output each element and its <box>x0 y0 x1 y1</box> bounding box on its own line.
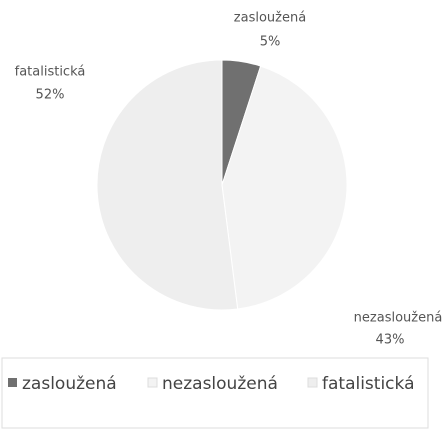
legend-swatch <box>8 378 17 387</box>
slice-label: fatalistická <box>15 65 86 80</box>
legend-swatch <box>147 377 158 388</box>
slice-value: 5% <box>260 35 281 50</box>
slice-value: 52% <box>36 88 65 103</box>
slice-value: 43% <box>376 333 405 348</box>
legend-label: nezasloužená <box>162 374 278 394</box>
pie-slice <box>221 65 348 310</box>
legend-swatch <box>307 377 318 388</box>
legend-label: zasloužená <box>22 374 117 394</box>
legend-label: fatalistická <box>322 374 415 394</box>
slice-label: zasloužená <box>234 11 306 26</box>
pie-slice <box>96 59 239 311</box>
legend-box <box>1 357 429 429</box>
slice-label: nezasloužená <box>354 311 443 326</box>
